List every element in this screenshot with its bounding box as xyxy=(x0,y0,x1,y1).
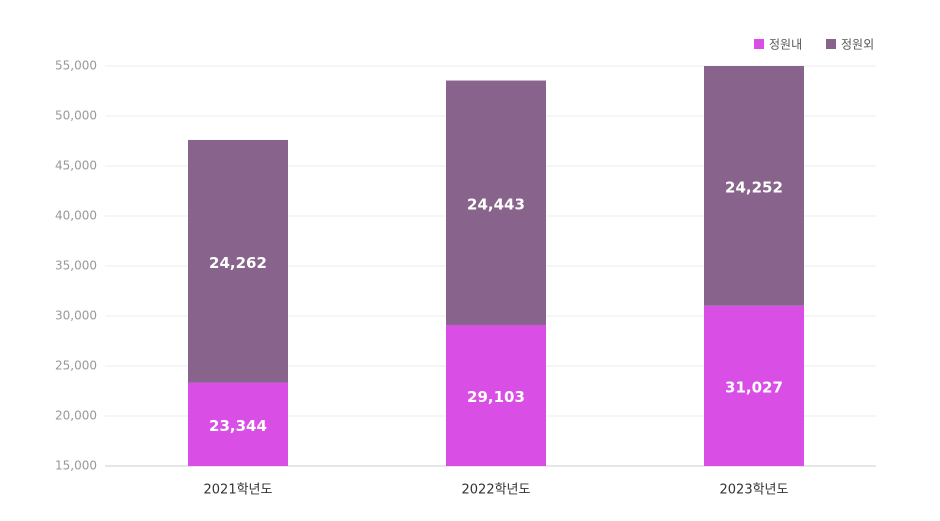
value-label: 23,344 xyxy=(209,417,267,435)
y-tick-label: 20,000 xyxy=(55,409,97,423)
y-tick-label: 25,000 xyxy=(55,359,97,373)
legend-swatch xyxy=(826,39,836,49)
legend-label: 정원내 xyxy=(769,38,802,52)
y-tick-label: 45,000 xyxy=(55,159,97,173)
y-tick-label: 35,000 xyxy=(55,259,97,273)
y-tick-label: 15,000 xyxy=(55,459,97,473)
bar-segment xyxy=(188,382,288,466)
y-tick-label: 55,000 xyxy=(55,59,97,73)
x-tick-label: 2021학년도 xyxy=(204,483,273,498)
x-tick-label: 2023학년도 xyxy=(720,483,789,498)
value-label: 24,443 xyxy=(467,195,525,213)
x-tick-label: 2022학년도 xyxy=(462,483,531,498)
y-tick-label: 50,000 xyxy=(55,109,97,123)
value-label: 24,262 xyxy=(209,254,267,272)
bar-segment xyxy=(446,80,546,325)
bar-segment xyxy=(704,66,804,306)
value-label: 31,027 xyxy=(725,378,783,396)
bar-segment xyxy=(188,139,288,383)
value-label: 24,252 xyxy=(725,178,783,196)
bar-segment xyxy=(704,305,804,466)
y-tick-label: 30,000 xyxy=(55,309,97,323)
value-label: 29,103 xyxy=(467,388,525,406)
legend-label: 정원외 xyxy=(841,38,874,52)
y-tick-label: 40,000 xyxy=(55,209,97,223)
bar-segment xyxy=(446,324,546,466)
legend-swatch xyxy=(754,39,764,49)
